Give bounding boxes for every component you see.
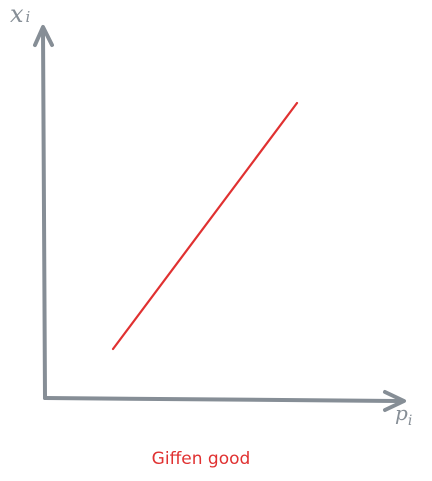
x-axis-arrowhead (383, 390, 406, 412)
y-axis-arrowhead (33, 25, 54, 47)
x-axis-label-subscript: i (408, 413, 412, 429)
x-axis-line (43, 396, 403, 403)
x-axis-label: pi (395, 401, 412, 429)
y-axis (33, 25, 54, 400)
y-axis-label-subscript: i (26, 8, 31, 26)
x-axis-label-base: p (395, 401, 408, 425)
y-axis-line (41, 28, 47, 400)
caption-label: Giffen good (152, 449, 251, 469)
y-axis-label-base: x (10, 0, 24, 28)
demand-curve (111, 101, 299, 351)
x-axis (43, 390, 406, 412)
